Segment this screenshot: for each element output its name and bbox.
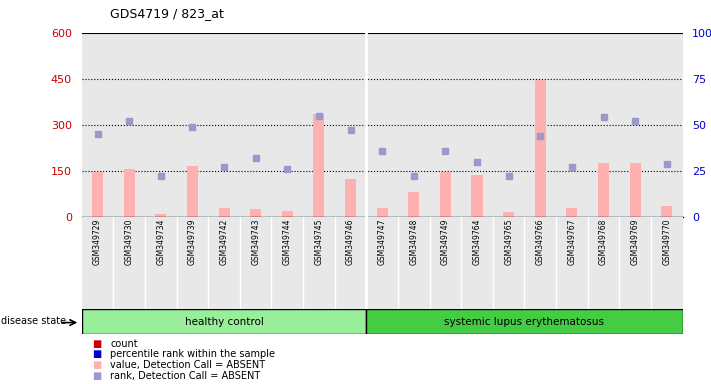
Bar [124,169,134,217]
Bar [651,33,683,217]
Bar [272,33,303,217]
Bar [651,217,683,309]
Text: GSM349768: GSM349768 [599,219,608,265]
Bar [208,217,240,309]
Text: GSM349734: GSM349734 [156,219,166,265]
Text: GSM349744: GSM349744 [283,219,292,265]
Bar [525,217,556,309]
Bar [314,114,324,217]
Text: ■: ■ [92,371,102,381]
Bar [82,217,113,309]
Text: GSM349765: GSM349765 [504,219,513,265]
Bar [461,33,493,217]
Text: GSM349742: GSM349742 [220,219,228,265]
Bar [335,217,366,309]
Text: GSM349747: GSM349747 [378,219,387,265]
Text: GSM349767: GSM349767 [567,219,577,265]
Bar [113,33,145,217]
Bar [113,217,145,309]
Text: value, Detection Call = ABSENT: value, Detection Call = ABSENT [110,360,265,370]
Bar [398,33,429,217]
Bar [398,217,429,309]
Text: GSM349743: GSM349743 [251,219,260,265]
Bar [335,33,366,217]
Bar [187,166,198,217]
Bar [661,206,673,217]
Text: GSM349729: GSM349729 [93,219,102,265]
Bar [556,33,588,217]
Bar [588,33,619,217]
Bar [619,33,651,217]
Text: disease state: disease state [1,316,67,326]
Bar [525,33,556,217]
Bar [493,217,525,309]
Text: GSM349746: GSM349746 [346,219,355,265]
Bar [218,208,230,217]
Bar [303,217,335,309]
Bar [272,217,303,309]
Text: GSM349745: GSM349745 [314,219,324,265]
Bar [345,179,356,217]
Bar [598,163,609,217]
Bar [429,33,461,217]
Bar [176,33,208,217]
Bar [619,217,651,309]
Bar [556,217,588,309]
Bar [408,192,419,217]
Text: GSM349730: GSM349730 [124,219,134,265]
Bar [82,309,366,334]
Bar [82,33,113,217]
Bar [461,217,493,309]
Text: GSM349739: GSM349739 [188,219,197,265]
Bar [503,212,514,217]
Text: systemic lupus erythematosus: systemic lupus erythematosus [444,316,604,327]
Bar [366,33,398,217]
Bar [567,208,577,217]
Bar [493,33,525,217]
Text: percentile rank within the sample: percentile rank within the sample [110,349,275,359]
Bar [155,214,166,217]
Bar [208,33,240,217]
Bar [440,172,451,217]
Bar [240,217,272,309]
Bar [366,309,683,334]
Bar [535,80,546,217]
Text: GSM349769: GSM349769 [631,219,640,265]
Text: ■: ■ [92,360,102,370]
Bar [282,211,293,217]
Bar [630,163,641,217]
Bar [250,209,261,217]
Bar [303,33,335,217]
Bar [92,172,103,217]
Text: GSM349748: GSM349748 [410,219,418,265]
Bar [471,175,483,217]
Text: GSM349749: GSM349749 [441,219,450,265]
Bar [366,217,398,309]
Text: GSM349764: GSM349764 [473,219,481,265]
Bar [240,33,272,217]
Text: healthy control: healthy control [185,316,264,327]
Bar [377,208,387,217]
Bar [588,217,619,309]
Text: GSM349766: GSM349766 [536,219,545,265]
Text: GDS4719 / 823_at: GDS4719 / 823_at [110,7,224,20]
Text: GSM349770: GSM349770 [662,219,671,265]
Bar [145,217,176,309]
Bar [145,33,176,217]
Text: ■: ■ [92,349,102,359]
Text: ■: ■ [92,339,102,349]
Text: count: count [110,339,138,349]
Text: rank, Detection Call = ABSENT: rank, Detection Call = ABSENT [110,371,260,381]
Bar [429,217,461,309]
Bar [176,217,208,309]
